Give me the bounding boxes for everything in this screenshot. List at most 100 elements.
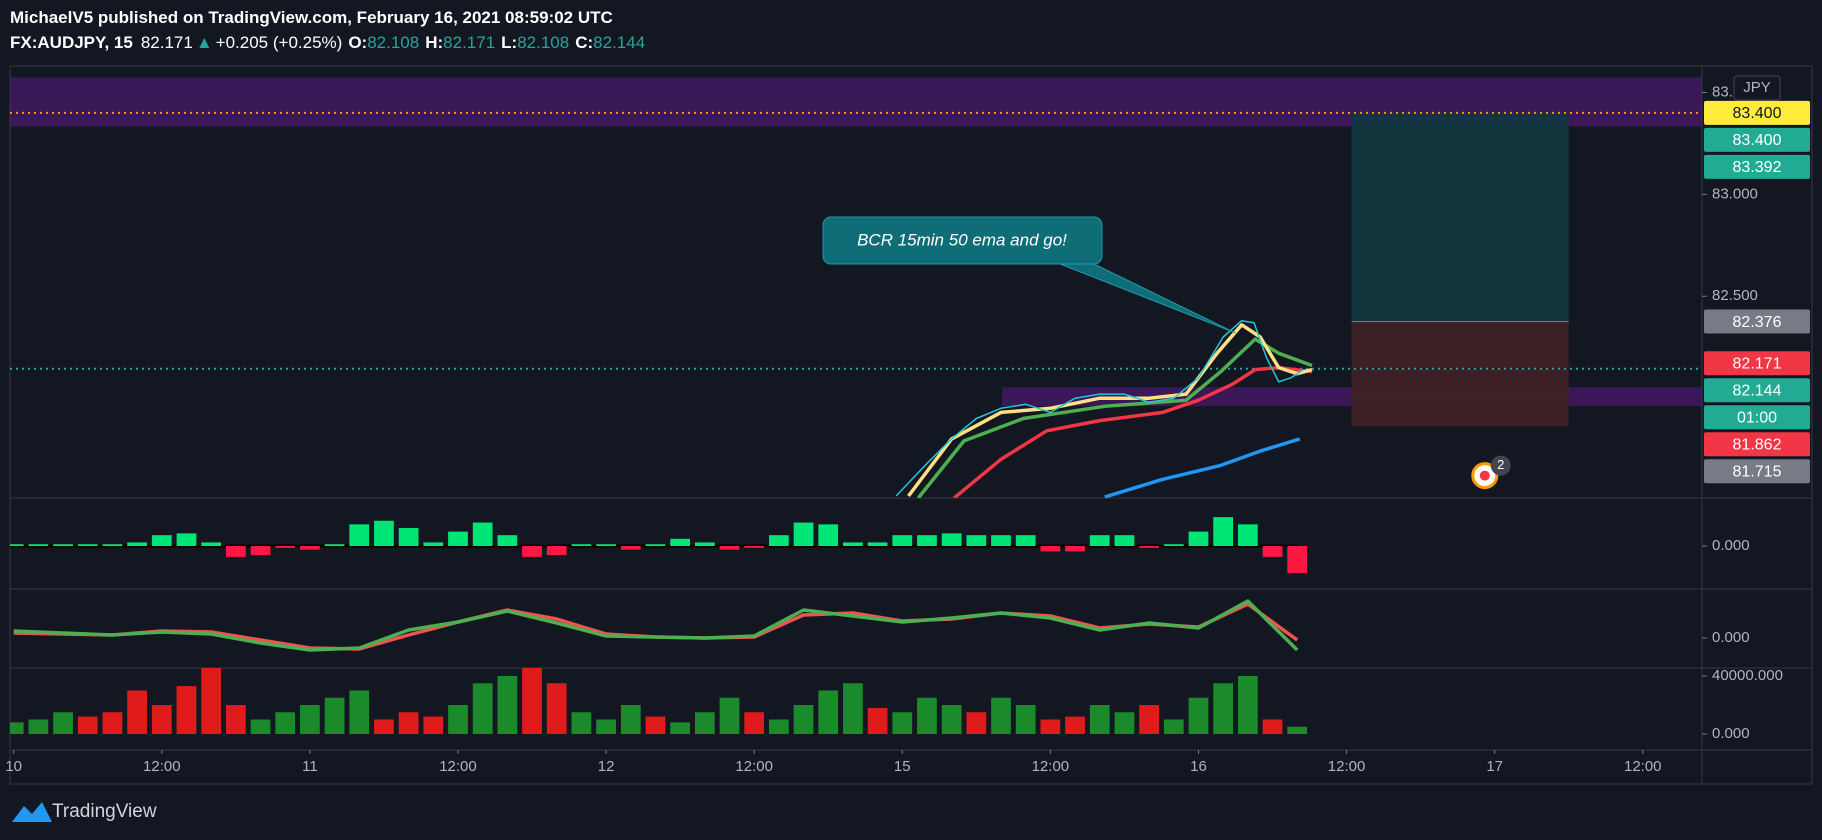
bar <box>1089 705 1110 735</box>
bar <box>645 716 666 735</box>
price-label: 82.144 <box>1733 383 1782 400</box>
bar <box>1114 535 1135 547</box>
bar <box>127 542 147 547</box>
bar <box>867 707 888 735</box>
bar <box>768 719 789 735</box>
bar <box>324 697 345 735</box>
price-label-box <box>1704 127 1810 152</box>
bar <box>991 535 1011 547</box>
bar <box>1015 535 1036 547</box>
bar <box>10 544 24 547</box>
bar <box>818 524 839 547</box>
bar <box>1287 726 1308 735</box>
bar <box>275 546 296 548</box>
target-zone <box>1351 112 1569 322</box>
y-tick-label: 82.500 <box>1712 287 1758 304</box>
bar <box>1139 546 1159 548</box>
bar <box>1262 546 1283 557</box>
pane <box>10 517 1308 574</box>
bar <box>768 535 789 547</box>
bar <box>176 686 197 735</box>
bar <box>1040 719 1061 735</box>
bar <box>596 544 616 547</box>
bar <box>1163 719 1184 735</box>
bar <box>1188 697 1209 735</box>
bar <box>53 712 73 735</box>
bar <box>941 705 962 735</box>
bar <box>1262 719 1283 735</box>
last-price: 82.171 <box>141 33 193 52</box>
bar <box>546 546 567 556</box>
bar <box>472 522 493 547</box>
badge-count-bg <box>1490 455 1511 476</box>
x-tick-label: 12:00 <box>1624 758 1662 775</box>
bar <box>127 690 147 735</box>
price-label-box <box>1704 405 1810 430</box>
bar <box>571 712 592 735</box>
bar <box>225 705 246 735</box>
bar <box>818 690 839 735</box>
symbol: FX:AUDJPY, 15 <box>10 33 133 52</box>
bar <box>102 712 123 735</box>
price-label-box <box>1704 154 1810 179</box>
series-line <box>952 365 1313 498</box>
bar <box>1065 546 1085 552</box>
bar <box>546 683 567 735</box>
bar <box>843 683 863 735</box>
bar <box>694 712 715 735</box>
pane <box>13 599 1299 652</box>
bar <box>892 712 913 735</box>
bar <box>892 535 913 547</box>
ohlc-value: 82.171 <box>443 33 495 52</box>
series-line <box>907 323 1313 498</box>
bar <box>201 542 222 547</box>
bar <box>670 722 691 735</box>
chart-frame <box>9 65 1813 785</box>
bar <box>991 697 1011 735</box>
footer-brand: TradingView <box>52 801 157 822</box>
bar <box>867 542 888 547</box>
bar <box>522 668 542 735</box>
bar <box>1065 716 1085 735</box>
stop-zone <box>1351 321 1569 427</box>
price-label-box <box>1704 309 1810 334</box>
bar <box>102 544 123 547</box>
price-label: 81.862 <box>1733 437 1782 454</box>
bar <box>423 716 444 735</box>
y-tick-label: 0.000 <box>1712 537 1750 554</box>
bar <box>349 524 370 547</box>
symbol-line: FX:AUDJPY, 15 82.171 ▲ +0.205 (+0.25%) O:82.… <box>10 33 645 52</box>
price-label: 82.171 <box>1733 356 1782 373</box>
bar <box>1139 705 1159 735</box>
bar <box>645 544 666 547</box>
bar <box>744 712 765 735</box>
y-tick-label: 0.000 <box>1712 629 1750 646</box>
price-label: 81.715 <box>1733 464 1782 481</box>
bar <box>448 705 468 735</box>
bar <box>793 522 814 547</box>
bar <box>620 546 641 550</box>
bar <box>522 546 542 557</box>
bar <box>917 535 937 547</box>
currency: JPY <box>1743 79 1771 96</box>
bar <box>225 546 246 557</box>
annotation-text: BCR 15min 50 ema and go! <box>857 230 1067 249</box>
bar <box>275 712 296 735</box>
bar <box>349 690 370 735</box>
price-label: 83.400 <box>1733 132 1782 149</box>
price-label-box <box>1704 351 1810 376</box>
bar <box>448 531 468 547</box>
x-tick-label: 16 <box>1190 758 1207 775</box>
annotation-box <box>822 216 1103 265</box>
y-tick-label: 83.000 <box>1712 185 1758 202</box>
pane <box>10 668 1308 735</box>
bar <box>694 542 715 547</box>
price-label-box <box>1704 378 1810 403</box>
bar <box>941 533 962 547</box>
bar <box>1040 546 1061 552</box>
bar <box>793 705 814 735</box>
bar <box>176 533 197 547</box>
currency-box <box>1733 75 1781 101</box>
